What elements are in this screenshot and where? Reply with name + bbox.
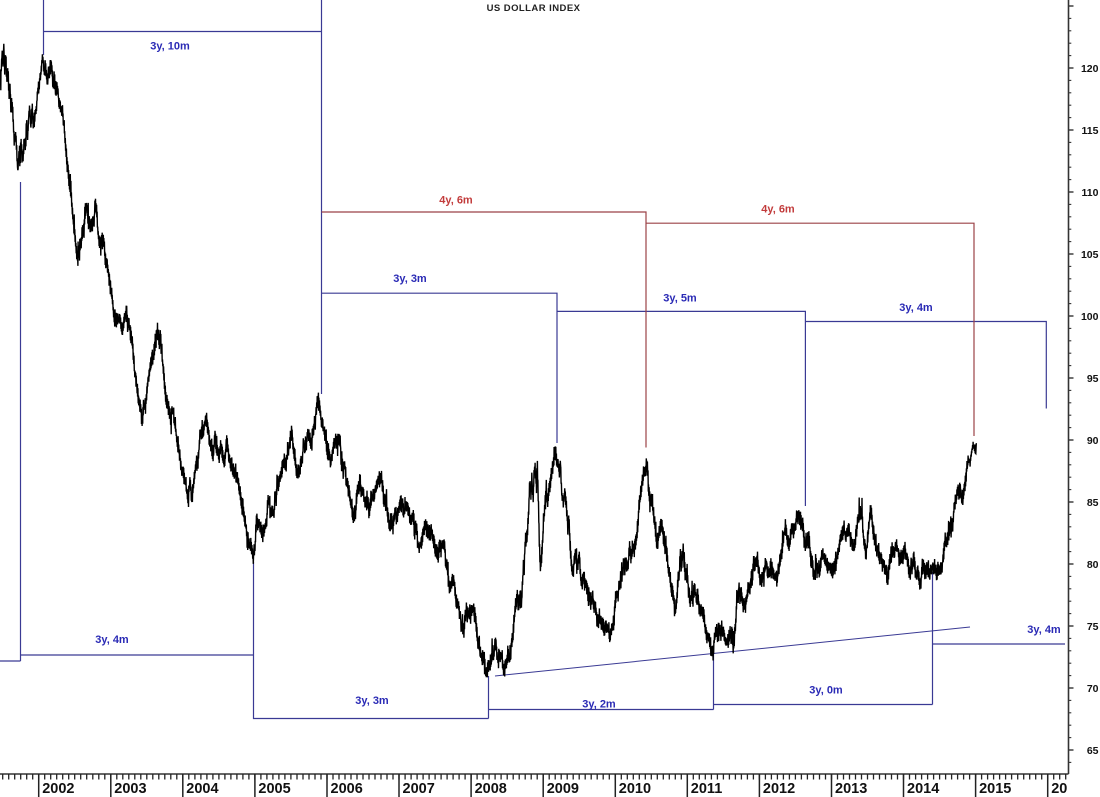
svg-text:2005: 2005 — [258, 781, 290, 797]
svg-text:2006: 2006 — [331, 781, 363, 797]
svg-text:3y, 5m: 3y, 5m — [663, 293, 697, 305]
svg-text:3y, 10m: 3y, 10m — [150, 41, 190, 53]
svg-text:2011: 2011 — [691, 781, 722, 797]
svg-text:90: 90 — [1087, 435, 1099, 447]
svg-text:4y, 6m: 4y, 6m — [761, 204, 795, 216]
svg-text:100: 100 — [1081, 311, 1099, 323]
svg-text:3y, 3m: 3y, 3m — [355, 695, 389, 707]
svg-text:20: 20 — [1051, 781, 1067, 797]
svg-text:3y, 0m: 3y, 0m — [809, 685, 843, 697]
svg-text:2009: 2009 — [547, 781, 579, 797]
svg-text:85: 85 — [1087, 497, 1099, 509]
svg-text:75: 75 — [1087, 621, 1099, 633]
svg-text:120: 120 — [1081, 63, 1099, 75]
svg-text:2008: 2008 — [475, 781, 507, 797]
svg-text:2004: 2004 — [186, 781, 218, 797]
svg-text:3y, 4m: 3y, 4m — [1027, 624, 1061, 636]
svg-text:95: 95 — [1087, 373, 1099, 385]
svg-text:2002: 2002 — [42, 781, 74, 797]
svg-text:3y, 4m: 3y, 4m — [95, 634, 129, 646]
svg-text:80: 80 — [1087, 559, 1099, 571]
svg-text:2012: 2012 — [763, 781, 795, 797]
svg-text:4y, 6m: 4y, 6m — [439, 195, 473, 207]
svg-text:2015: 2015 — [979, 781, 1011, 797]
svg-text:3y, 3m: 3y, 3m — [393, 273, 427, 285]
svg-text:2003: 2003 — [114, 781, 146, 797]
svg-text:2010: 2010 — [619, 781, 651, 797]
svg-text:110: 110 — [1082, 187, 1099, 199]
svg-text:2013: 2013 — [835, 781, 867, 797]
svg-text:65: 65 — [1087, 745, 1099, 757]
svg-text:2014: 2014 — [907, 781, 939, 797]
svg-text:70: 70 — [1087, 683, 1099, 695]
svg-text:3y, 2m: 3y, 2m — [582, 699, 616, 711]
svg-text:3y, 4m: 3y, 4m — [899, 302, 933, 314]
svg-text:115: 115 — [1082, 125, 1099, 137]
svg-text:2007: 2007 — [403, 781, 435, 797]
svg-text:US DOLLAR INDEX: US DOLLAR INDEX — [487, 3, 581, 14]
svg-text:105: 105 — [1081, 249, 1099, 261]
